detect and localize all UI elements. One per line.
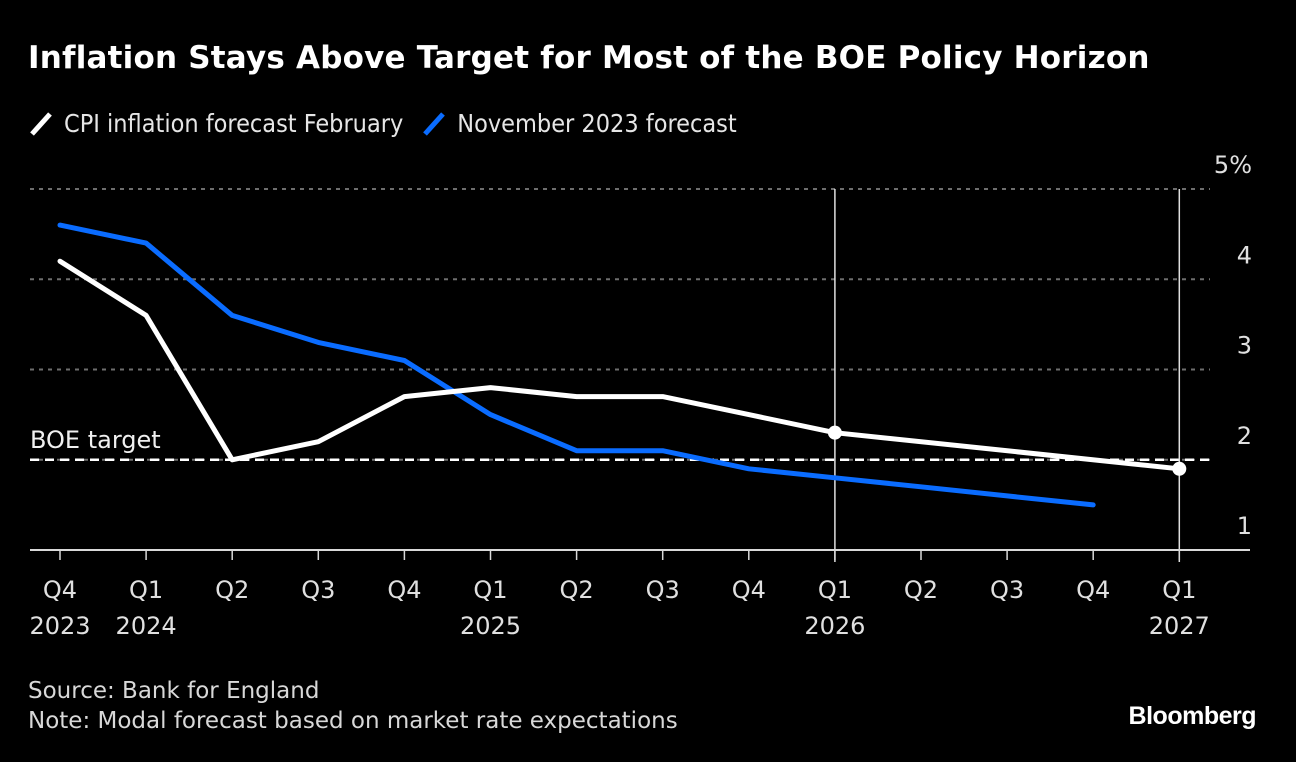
- x-tick-label-quarter: Q1: [129, 576, 163, 604]
- x-tick-label-quarter: Q4: [387, 576, 421, 604]
- reference-lines: [30, 189, 1210, 562]
- x-tick-label-quarter: Q4: [732, 576, 766, 604]
- x-tick-label-quarter: Q1: [473, 576, 507, 604]
- x-tick-label-quarter: Q1: [1162, 576, 1196, 604]
- boe-target-label: BOE target: [30, 426, 161, 454]
- y-tick-label: 3: [1237, 332, 1252, 360]
- footer: Source: Bank for England Note: Modal for…: [28, 676, 678, 736]
- x-tick-label-year: 2026: [804, 612, 865, 640]
- source-note: Source: Bank for England: [28, 678, 320, 704]
- bloomberg-logo: Bloomberg: [1128, 702, 1257, 730]
- x-tick-label-quarter: Q2: [215, 576, 249, 604]
- x-tick-label-year: 2025: [460, 612, 521, 640]
- y-tick-label: 1: [1237, 512, 1252, 540]
- methodology-note: Note: Modal forecast based on market rat…: [28, 708, 678, 734]
- data-point-marker: [1172, 461, 1187, 476]
- x-tick-label-quarter: Q3: [301, 576, 335, 604]
- data-point-marker: [827, 425, 842, 440]
- chart-title: Inflation Stays Above Target for Most of…: [28, 40, 1150, 76]
- series-line-february: [57, 258, 1182, 472]
- y-axis: 1 2 3 4 5%: [1214, 151, 1252, 540]
- x-tick-label-year: 2023: [29, 612, 90, 640]
- legend-swatch-november-icon: [423, 112, 446, 136]
- series-layer: [57, 222, 1187, 508]
- x-tick-label-quarter: Q4: [1076, 576, 1110, 604]
- x-tick-label-quarter: Q2: [560, 576, 594, 604]
- y-tick-label: 2: [1237, 422, 1252, 450]
- x-tick-label-quarter: Q4: [43, 576, 77, 604]
- legend-item-november: November 2023 forecast: [421, 108, 737, 138]
- x-tick-label-year: 2024: [116, 612, 177, 640]
- x-tick-label-quarter: Q3: [646, 576, 680, 604]
- legend-label-november: November 2023 forecast: [457, 108, 737, 138]
- x-tick-label-quarter: Q2: [904, 576, 938, 604]
- legend: CPI inflation forecast February November…: [28, 108, 755, 138]
- y-tick-label: 4: [1237, 241, 1252, 269]
- x-axis: Q4 2023 Q1 2024 Q2 Q3 Q4 Q1 2025 Q2 Q3 Q4 Q1 2026 Q2 Q3…: [29, 549, 1250, 640]
- legend-swatch-february-icon: [30, 112, 52, 136]
- series-line-november: [57, 222, 1096, 508]
- x-tick-label-quarter: Q1: [818, 576, 852, 604]
- y-tick-label: 5%: [1214, 151, 1252, 179]
- x-tick-label-quarter: Q3: [990, 576, 1024, 604]
- x-tick-label-year: 2027: [1149, 612, 1210, 640]
- legend-item-february: CPI inflation forecast February: [28, 108, 403, 138]
- legend-label-february: CPI inflation forecast February: [64, 108, 404, 138]
